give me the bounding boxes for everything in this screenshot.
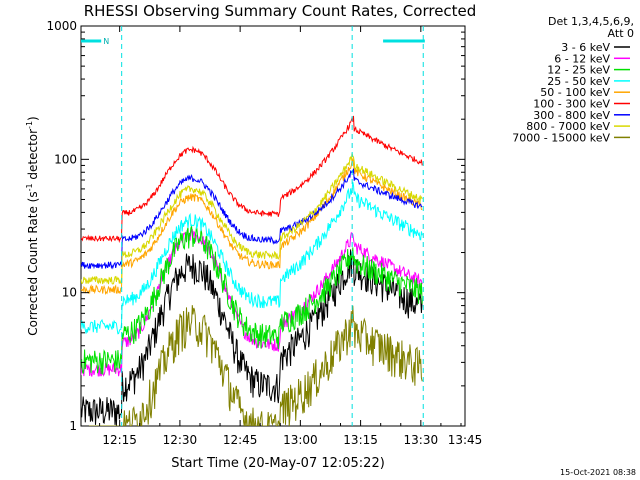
series-line	[81, 115, 423, 244]
y-tick-label: 1	[69, 419, 77, 433]
legend-label: 50 - 100 keV	[540, 86, 610, 99]
legend-label: 25 - 50 keV	[547, 75, 610, 88]
night-marker-label: N	[103, 37, 109, 46]
x-tick-label: 12:30	[163, 433, 198, 447]
y-axis-label: Corrected Count Rate (s-1 detector-1)	[25, 116, 40, 335]
series-line	[81, 153, 423, 285]
series-line	[81, 157, 423, 296]
legend-header-line1: Det 1,3,4,5,6,9,	[548, 15, 634, 28]
footer-timestamp: 15-Oct-2021 08:38	[560, 468, 636, 477]
x-tick-label: 13:15	[343, 433, 378, 447]
legend-label: 300 - 800 keV	[533, 109, 610, 122]
legend-label: 7000 - 15000 keV	[512, 131, 610, 144]
series-line	[81, 224, 423, 375]
x-tick-label: 12:45	[223, 433, 258, 447]
series-line	[81, 305, 423, 426]
legend-label: 12 - 25 keV	[547, 64, 610, 77]
x-tick-label: 13:30	[404, 433, 439, 447]
x-axis-label: Start Time (20-May-07 12:05:22)	[171, 456, 385, 471]
y-tick-label: 100	[54, 152, 77, 166]
x-tick-label: 13:45	[448, 433, 483, 447]
y-tick-label: 1000	[46, 19, 77, 33]
legend-label: 6 - 12 keV	[554, 52, 610, 65]
y-tick-label: 10	[62, 286, 77, 300]
legend-label: 800 - 7000 keV	[526, 120, 610, 133]
x-tick-label: 13:00	[283, 433, 318, 447]
series-line	[81, 168, 423, 270]
legend-label: 100 - 300 keV	[533, 98, 610, 111]
legend-label: 3 - 6 keV	[561, 41, 610, 54]
x-tick-label: 12:15	[102, 433, 137, 447]
series-layer	[81, 115, 423, 426]
legend-header-line2: Att 0	[608, 27, 634, 40]
axis-layer: 12:15 12:30 12:45 13:00 13:15 13:30 13:45 1 10 10…	[46, 19, 482, 447]
series-line	[81, 249, 423, 426]
series-line	[81, 181, 423, 335]
chart-title: RHESSI Observing Summary Count Rates, Co…	[84, 2, 477, 20]
plot-frame	[80, 25, 466, 427]
overlay-layer: N	[81, 26, 425, 426]
